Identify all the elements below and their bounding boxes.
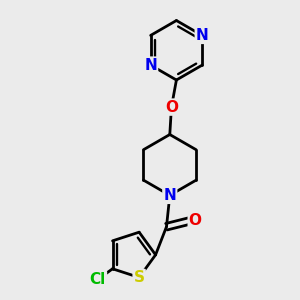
Text: S: S xyxy=(134,270,145,285)
Text: O: O xyxy=(165,100,178,115)
Text: N: N xyxy=(144,58,157,73)
Text: Cl: Cl xyxy=(90,272,106,287)
Text: N: N xyxy=(196,28,208,43)
Text: O: O xyxy=(189,213,202,228)
Text: N: N xyxy=(164,188,176,203)
